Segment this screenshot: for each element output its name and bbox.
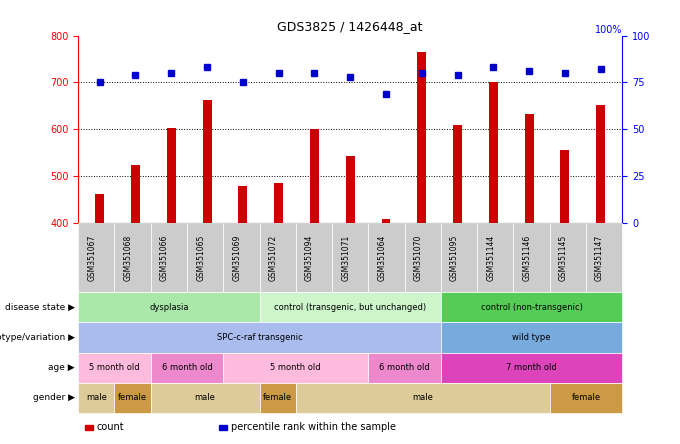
Text: 6 month old: 6 month old	[162, 363, 212, 372]
Text: age ▶: age ▶	[48, 363, 75, 372]
Text: genotype/variation ▶: genotype/variation ▶	[0, 333, 75, 342]
Text: male: male	[194, 393, 216, 402]
Text: wild type: wild type	[512, 333, 551, 342]
Text: SPC-c-raf transgenic: SPC-c-raf transgenic	[217, 333, 303, 342]
Bar	[381, 218, 390, 223]
Text: control (transgenic, but unchanged): control (transgenic, but unchanged)	[274, 303, 426, 312]
Text: GSM351067: GSM351067	[87, 234, 97, 281]
Text: female: female	[571, 393, 600, 402]
Title: GDS3825 / 1426448_at: GDS3825 / 1426448_at	[277, 20, 423, 33]
Bar	[167, 128, 175, 223]
Bar	[274, 183, 283, 223]
Text: GSM351095: GSM351095	[450, 234, 459, 281]
Bar	[560, 150, 569, 223]
Text: GSM351146: GSM351146	[522, 234, 532, 281]
Bar	[95, 194, 104, 223]
Text: percentile rank within the sample: percentile rank within the sample	[231, 422, 396, 432]
Bar	[239, 186, 248, 223]
Bar	[310, 129, 319, 223]
Text: gender ▶: gender ▶	[33, 393, 75, 402]
Text: 6 month old: 6 month old	[379, 363, 430, 372]
Bar	[453, 125, 462, 223]
Text: count: count	[97, 422, 124, 432]
Text: male: male	[412, 393, 433, 402]
Text: GSM351070: GSM351070	[413, 234, 423, 281]
Text: dysplasia: dysplasia	[149, 303, 188, 312]
Text: GSM351069: GSM351069	[233, 234, 241, 281]
Bar	[596, 106, 605, 223]
Text: female: female	[263, 393, 292, 402]
Text: GSM351068: GSM351068	[124, 234, 133, 281]
Text: 7 month old: 7 month old	[506, 363, 557, 372]
Text: GSM351094: GSM351094	[305, 234, 314, 281]
Text: male: male	[86, 393, 107, 402]
Text: 100%: 100%	[595, 24, 622, 35]
Text: 5 month old: 5 month old	[89, 363, 140, 372]
Text: female: female	[118, 393, 147, 402]
Bar	[131, 165, 140, 223]
Text: GSM351065: GSM351065	[196, 234, 205, 281]
Text: GSM351144: GSM351144	[486, 234, 495, 281]
Text: GSM351147: GSM351147	[595, 234, 604, 281]
Bar	[418, 52, 426, 223]
Bar	[525, 114, 534, 223]
Text: GSM351071: GSM351071	[341, 234, 350, 281]
Text: control (non-transgenic): control (non-transgenic)	[481, 303, 583, 312]
Bar	[489, 83, 498, 223]
Text: disease state ▶: disease state ▶	[5, 303, 75, 312]
Text: GSM351145: GSM351145	[559, 234, 568, 281]
Bar	[345, 156, 355, 223]
Text: GSM351064: GSM351064	[377, 234, 386, 281]
Text: GSM351066: GSM351066	[160, 234, 169, 281]
Text: 5 month old: 5 month old	[271, 363, 321, 372]
Bar	[203, 100, 211, 223]
Text: GSM351072: GSM351072	[269, 234, 277, 281]
